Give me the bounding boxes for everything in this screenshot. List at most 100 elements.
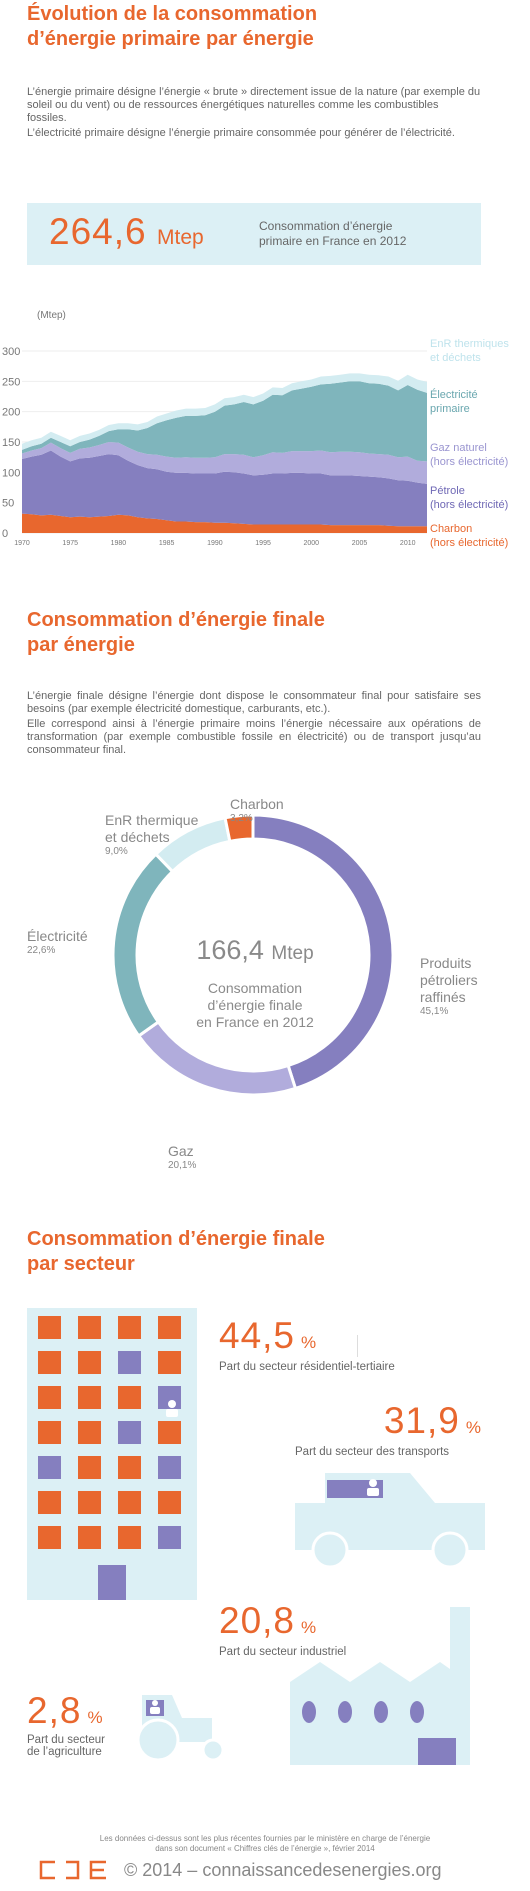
legend-charbon: Charbon (hors électricité) bbox=[430, 523, 509, 549]
transport-value: 31,9 bbox=[383, 1400, 460, 1441]
factory-icon bbox=[290, 1607, 470, 1765]
legend-electricite: Électricité primaire bbox=[430, 389, 478, 415]
section1-para1: L’énergie primaire désigne l’énergie « b… bbox=[27, 86, 481, 124]
section1-title-line1: Évolution de la consommation bbox=[27, 3, 318, 25]
footer-note: Les données ci-dessus sont les plus réce… bbox=[99, 1834, 431, 1853]
building-window bbox=[118, 1351, 141, 1374]
primary-energy-area-chart: 0 50 100 150 200 250 300 1970 1975 1980 1985 1990 1… bbox=[2, 310, 427, 547]
donut-label-charbon: Charbon 3,2% bbox=[230, 796, 284, 824]
area-ytick-label: 150 bbox=[2, 437, 20, 449]
building-window bbox=[158, 1491, 181, 1514]
donut-label-enr: EnR thermique et déchets 9,0% bbox=[105, 812, 199, 857]
section3-title-line1: Consommation d’énergie finale bbox=[27, 1228, 325, 1250]
building-window bbox=[78, 1316, 101, 1339]
area-ytick-label: 100 bbox=[2, 467, 20, 479]
building-window bbox=[158, 1351, 181, 1374]
final-energy-donut-chart bbox=[111, 813, 395, 1097]
building-window bbox=[38, 1316, 61, 1339]
area-series-enr bbox=[22, 373, 427, 450]
area-ytick-label: 200 bbox=[2, 407, 20, 419]
footer-copyright: © 2014 – connaissancedesenergies.org bbox=[124, 1860, 442, 1880]
sector-industry: 20,8% Part du secteur industriel bbox=[219, 1600, 347, 1658]
truck-icon bbox=[295, 1473, 485, 1568]
agriculture-caption-line2: de l’agriculture bbox=[27, 1746, 102, 1758]
section3-title: Consommation d’énergie finale par secteu… bbox=[27, 1227, 507, 1277]
industry-value: 20,8 bbox=[219, 1600, 296, 1641]
building-window bbox=[78, 1421, 101, 1444]
building-window bbox=[118, 1526, 141, 1549]
donut-label-petrole: Produits pétroliers raffinés 45,1% bbox=[420, 955, 478, 1017]
area-xtick-label: 2000 bbox=[303, 540, 319, 547]
building-window bbox=[78, 1456, 101, 1479]
residential-value: 44,5 bbox=[219, 1315, 296, 1356]
agriculture-value: 2,8 bbox=[27, 1690, 82, 1731]
building-icon bbox=[27, 1308, 197, 1600]
building-window bbox=[158, 1421, 181, 1444]
section2-para1: L’énergie finale désigne l’énergie dont … bbox=[27, 690, 481, 715]
building-window bbox=[118, 1456, 141, 1479]
section1-description: L’énergie primaire désigne l’énergie « b… bbox=[27, 86, 481, 140]
donut-center-caption: Consommation d’énergie finale en France … bbox=[196, 980, 314, 1030]
area-xtick-label: 1980 bbox=[111, 540, 127, 547]
section2-title: Consommation d’énergie finale par énergi… bbox=[27, 608, 507, 658]
section1-para2: L’électricité primaire désigne l’énergie… bbox=[27, 127, 455, 139]
area-ytick-label: 50 bbox=[2, 498, 14, 510]
building-window bbox=[118, 1386, 141, 1409]
area-series-gaz bbox=[22, 442, 427, 484]
area-series-electricite bbox=[22, 381, 427, 462]
building-window bbox=[38, 1456, 61, 1479]
primary-energy-value: 264,6 bbox=[49, 211, 147, 252]
donut-label-gaz: Gaz 20,1% bbox=[168, 1143, 197, 1171]
transport-caption: Part du secteur des transports bbox=[295, 1446, 450, 1458]
donut-slice-gaz bbox=[136, 1019, 298, 1097]
primary-energy-highlight: 264,6 Mtep Consommation d’énergie primai… bbox=[27, 203, 481, 265]
building-window bbox=[38, 1386, 61, 1409]
tractor-icon bbox=[136, 1695, 225, 1762]
area-xtick-label: 2005 bbox=[352, 540, 368, 547]
building-window bbox=[78, 1526, 101, 1549]
donut-center: 166,4 Mtep Consommation d’énergie finale… bbox=[165, 935, 345, 1031]
primary-energy-unit: Mtep bbox=[157, 226, 204, 249]
area-xtick-label: 1995 bbox=[255, 540, 271, 547]
donut-label-electricite: Électricité 22,6% bbox=[27, 928, 88, 956]
donut-slice-charbon bbox=[223, 813, 255, 844]
building-window bbox=[38, 1421, 61, 1444]
area-xtick-label: 2010 bbox=[400, 540, 416, 547]
industry-caption: Part du secteur industriel bbox=[219, 1646, 347, 1658]
donut-slice-electricite bbox=[111, 852, 175, 1038]
building-window bbox=[38, 1491, 61, 1514]
section1-title: Évolution de la consommation d’énergie p… bbox=[27, 2, 507, 52]
legend-enr: EnR thermiques et déchets bbox=[430, 338, 509, 364]
section2-description: L’énergie finale désigne l’énergie dont … bbox=[27, 690, 481, 757]
legend-gaz: Gaz naturel (hors électricité) bbox=[430, 442, 509, 468]
divider bbox=[357, 1335, 358, 1357]
sector-residential: 44,5% Part du secteur résidentiel-tertia… bbox=[219, 1315, 395, 1373]
building-window bbox=[78, 1386, 101, 1409]
section1-title-line2: d’énergie primaire par énergie bbox=[27, 28, 314, 50]
area-xtick-label: 1975 bbox=[62, 540, 78, 547]
donut-center-value: 166,4 bbox=[196, 935, 264, 965]
legend-petrole: Pétrole (hors électricité) bbox=[430, 485, 509, 511]
donut-center-unit: Mtep bbox=[271, 943, 314, 964]
area-ylabel: (Mtep) bbox=[37, 310, 66, 321]
sector-agriculture: 2,8% Part du secteur de l’agriculture bbox=[27, 1690, 105, 1758]
area-series-charbon bbox=[22, 513, 427, 533]
building-window bbox=[38, 1526, 61, 1549]
residential-caption: Part du secteur résidentiel-tertiaire bbox=[219, 1361, 395, 1373]
building-window bbox=[118, 1491, 141, 1514]
building-window bbox=[78, 1491, 101, 1514]
building-window bbox=[78, 1351, 101, 1374]
building-window bbox=[158, 1456, 181, 1479]
building-window bbox=[158, 1316, 181, 1339]
area-xtick-label: 1985 bbox=[159, 540, 175, 547]
area-ytick-label: 250 bbox=[2, 376, 20, 388]
section2-title-line1: Consommation d’énergie finale bbox=[27, 609, 325, 631]
section3-title-line2: par secteur bbox=[27, 1253, 135, 1275]
area-series-petrole bbox=[22, 450, 427, 527]
section2-para2: Elle correspond ainsi à l’énergie primai… bbox=[27, 718, 481, 756]
area-xtick-label: 1990 bbox=[207, 540, 223, 547]
building-window bbox=[38, 1351, 61, 1374]
section2-title-line2: par énergie bbox=[27, 634, 135, 656]
building-window bbox=[118, 1421, 141, 1444]
building-window bbox=[118, 1316, 141, 1339]
